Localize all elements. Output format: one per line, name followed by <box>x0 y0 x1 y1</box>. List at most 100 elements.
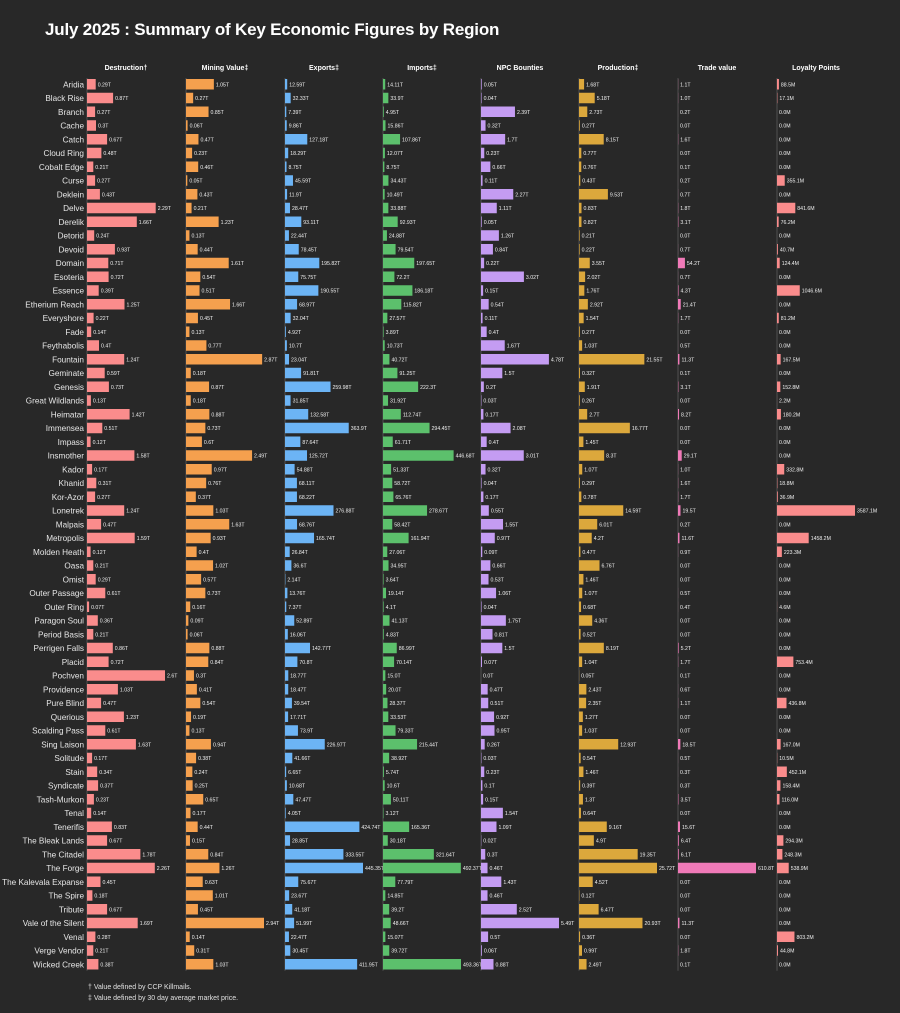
bar <box>87 505 125 516</box>
bar-value-label: 14.11T <box>387 82 404 88</box>
bar <box>481 106 515 117</box>
bar-value-label: 1.03T <box>215 962 229 968</box>
bar <box>87 79 96 90</box>
bar-value-label: 0.21T <box>194 206 208 212</box>
bar-value-label: 1.7T <box>680 660 691 666</box>
bar-value-label: 0.83T <box>114 825 128 831</box>
bar <box>285 340 287 351</box>
bar <box>579 395 580 406</box>
bar <box>579 601 582 612</box>
bar-value-label: 31.85T <box>293 399 310 405</box>
bar-value-label: 3.1T <box>680 385 691 391</box>
bar-value-label: 2.7T <box>589 412 600 418</box>
bar-value-label: 1.26T <box>501 234 515 240</box>
bar-value-label: 4.6M <box>779 605 791 611</box>
bar-value-label: 0.0T <box>680 729 691 735</box>
region-label: Esoteria <box>54 273 84 282</box>
bar <box>383 670 386 681</box>
bar <box>383 890 386 901</box>
bar-value-label: 12.59T <box>289 82 306 88</box>
bar <box>186 945 195 956</box>
bar-value-label: 52.89T <box>296 619 313 625</box>
bar <box>481 519 504 530</box>
bar-value-label: 0.93T <box>117 247 131 253</box>
bar <box>579 92 595 104</box>
bar <box>579 560 600 571</box>
bar-value-label: 333.55T <box>345 852 365 858</box>
bar <box>777 257 780 269</box>
bar-value-label: 28.47T <box>292 206 309 212</box>
bar-value-label: 16.77T <box>632 426 649 432</box>
region-label: The Bleak Lands <box>23 837 84 846</box>
bar <box>383 945 390 956</box>
bar-value-label: 1.59T <box>137 536 151 542</box>
bar <box>285 876 299 887</box>
bar <box>777 79 779 90</box>
bar-value-label: 3.02T <box>526 275 540 281</box>
bar <box>285 367 302 379</box>
region-label: Syndicate <box>48 782 84 791</box>
bar-value-label: 1.45T <box>585 440 599 446</box>
region-label: Etherium Reach <box>25 300 84 309</box>
bar <box>481 684 488 695</box>
region-label: Branch <box>58 108 84 117</box>
bar <box>579 821 607 832</box>
bar <box>481 216 482 227</box>
region-label: Cobalt Edge <box>39 163 85 172</box>
bar <box>186 244 198 255</box>
bar-value-label: 0.0T <box>680 151 691 157</box>
bar <box>186 546 197 557</box>
bar-value-label: 161.94T <box>411 536 431 542</box>
bar <box>285 794 294 805</box>
bar-value-label: 332.8M <box>786 467 803 473</box>
bar <box>481 711 495 722</box>
bar-value-label: 93.11T <box>303 220 320 226</box>
bar <box>87 945 94 956</box>
bar <box>481 587 497 599</box>
bar-value-label: 0.0T <box>680 880 691 886</box>
bar <box>777 202 796 214</box>
bar-value-label: 41.66T <box>294 756 311 762</box>
region-label: Verge Vendor <box>34 947 84 956</box>
bar-value-label: 0.5T <box>680 591 691 597</box>
bar-value-label: 0.31T <box>98 481 112 487</box>
bar <box>481 959 494 970</box>
bar <box>777 312 779 324</box>
bar <box>186 711 192 722</box>
bar <box>481 615 506 626</box>
bar <box>481 175 483 186</box>
bar-value-label: 68.76T <box>299 522 316 528</box>
bar-value-label: 0.54T <box>583 756 597 762</box>
series-header: Loyalty Points <box>792 65 840 72</box>
bar-value-label: 0.16T <box>192 605 206 611</box>
region-label: Kor-Azor <box>52 493 85 502</box>
bar <box>579 381 585 392</box>
bar-value-label: 0.38T <box>100 962 114 968</box>
bar-value-label: 4.52T <box>595 880 609 886</box>
bar-value-label: 0.07T <box>91 605 105 611</box>
bar-value-label: 0.27T <box>582 124 596 130</box>
bar-value-label: 0.43T <box>199 192 213 198</box>
bar-value-label: 0.22T <box>486 261 500 267</box>
bar <box>186 175 188 186</box>
bar <box>87 312 94 324</box>
region-label: Cache <box>60 122 84 131</box>
bar-value-label: 0.36T <box>582 935 596 941</box>
bar-value-label: 0.4T <box>101 344 112 350</box>
region-label: Curse <box>62 177 84 186</box>
bar <box>87 257 109 269</box>
bar-value-label: 2.14T <box>287 577 301 583</box>
bar-value-label: 1.0T <box>680 467 691 473</box>
bar-value-label: 0.0M <box>779 577 791 583</box>
bar-value-label: 0.22T <box>582 247 596 253</box>
bar <box>186 807 191 819</box>
bar-value-label: 0.45T <box>200 907 214 913</box>
bar-value-label: 0.47T <box>103 522 117 528</box>
bar <box>87 752 93 764</box>
bar <box>777 739 781 750</box>
region-label: Tash-Murkon <box>37 795 85 804</box>
bar-value-label: 36.9M <box>780 495 794 501</box>
bar-value-label: 8.75T <box>386 165 400 171</box>
bar <box>186 780 193 791</box>
